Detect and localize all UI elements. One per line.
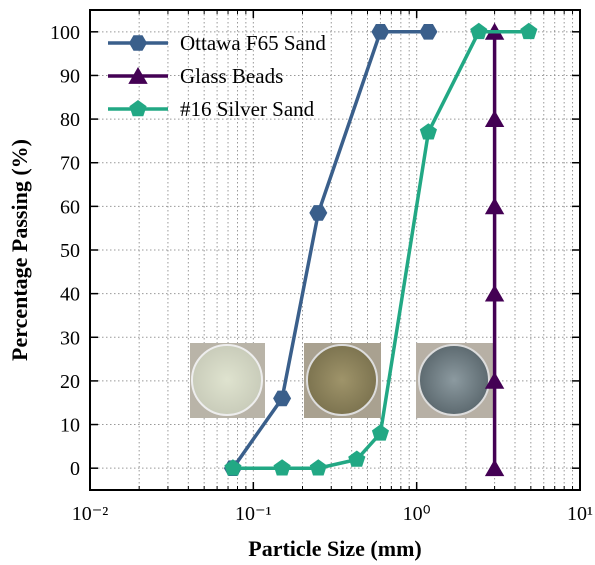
photo-dish	[418, 344, 490, 416]
x-tick-label: 10⁰	[403, 503, 431, 525]
photo-dish	[306, 344, 378, 416]
marker	[484, 284, 505, 302]
y-tick-label: 80	[60, 109, 80, 131]
photo-dish	[191, 344, 263, 416]
y-tick-label: 0	[70, 458, 80, 480]
marker	[419, 123, 437, 140]
legend: Ottawa F65 Sand Glass Beads #16 Silver San…	[108, 31, 326, 121]
legend-marker	[129, 100, 147, 117]
y-tick-label: 30	[60, 327, 80, 349]
legend-label: Glass Beads	[180, 64, 283, 88]
marker	[520, 22, 538, 40]
y-tick-label: 40	[60, 284, 80, 306]
x-tick-label: 10¹	[567, 503, 593, 525]
legend-label: Ottawa F65 Sand	[180, 31, 326, 55]
y-tick-label: 100	[50, 22, 80, 44]
legend-label: #16 Silver Sand	[180, 97, 315, 121]
marker	[484, 110, 505, 127]
x-tick-label: 10⁻¹	[235, 503, 272, 525]
y-tick-label: 10	[60, 415, 80, 437]
marker	[371, 24, 390, 40]
y-tick-label: 90	[60, 65, 80, 87]
marker	[484, 197, 505, 215]
y-tick-label: 50	[60, 240, 80, 262]
y-tick-label: 20	[60, 371, 80, 393]
marker	[309, 205, 328, 221]
marker	[273, 390, 292, 407]
photos	[190, 343, 493, 418]
marker	[224, 459, 242, 476]
marker	[348, 450, 366, 467]
legend-marker	[129, 35, 147, 51]
y-tick-label: 70	[60, 153, 80, 175]
marker	[419, 24, 438, 40]
marker	[273, 459, 291, 476]
legend-marker	[128, 67, 148, 84]
marker	[484, 371, 505, 389]
marker	[309, 459, 327, 476]
y-axis-label: Percentage Passing (%)	[7, 139, 32, 361]
marker	[470, 22, 488, 40]
x-axis-label: Particle Size (mm)	[248, 536, 421, 561]
x-tick-label: 10⁻²	[72, 503, 109, 525]
marker	[371, 424, 389, 441]
plot-frame	[89, 9, 581, 491]
y-tick-label: 60	[60, 196, 80, 218]
marker	[484, 459, 505, 477]
